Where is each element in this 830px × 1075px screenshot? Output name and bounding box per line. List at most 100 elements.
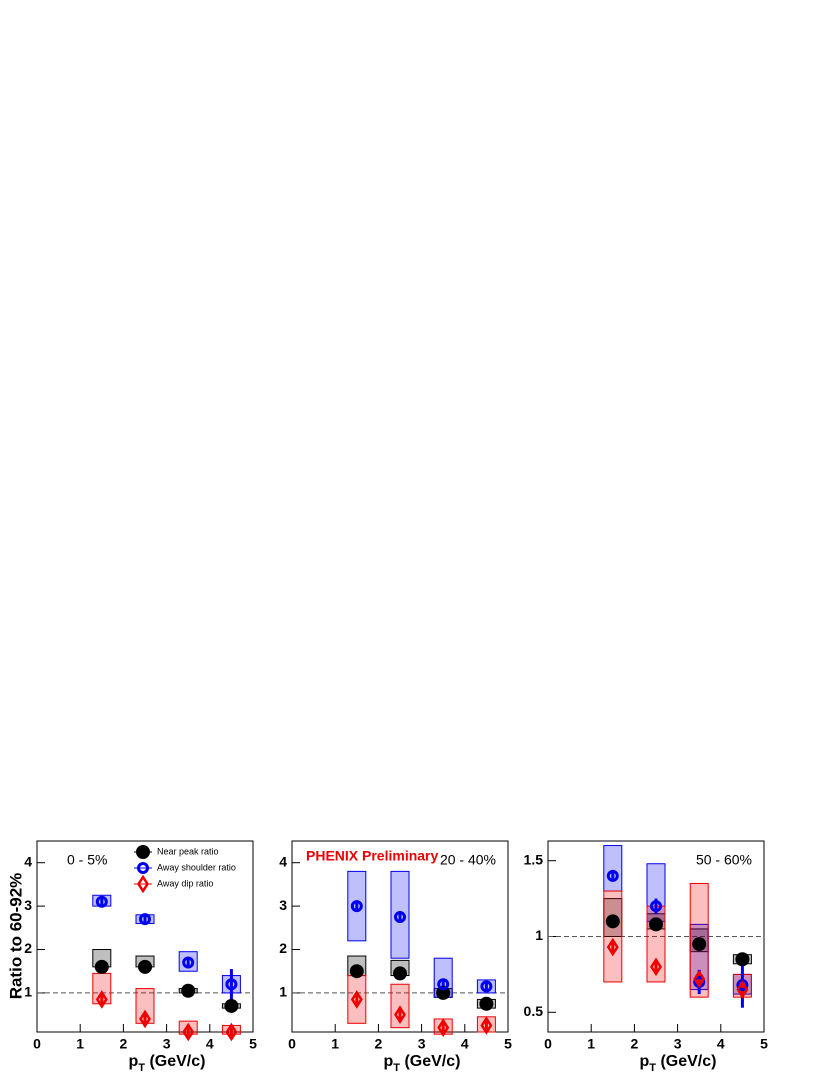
x-tick-label: 4 [206, 1036, 214, 1052]
panel-label: 0 - 5% [67, 852, 107, 868]
marker [225, 1022, 238, 1042]
x-tick-label: 5 [504, 1036, 512, 1052]
y-tick-label: 4 [279, 853, 287, 869]
marker [394, 1005, 406, 1024]
x-axis-label: pT (GeV/c) [640, 1053, 717, 1074]
marker [606, 937, 619, 957]
marker [224, 998, 239, 1013]
marker [650, 900, 662, 913]
marker [436, 985, 451, 1000]
marker [349, 964, 364, 979]
x-axis-label-part: (GeV/c) [145, 1053, 205, 1070]
x-tick-label: 3 [674, 1036, 682, 1052]
sys-box [603, 890, 623, 983]
x-axis-label-part: p [640, 1053, 650, 1070]
marker-layer [94, 895, 239, 1042]
marker [480, 980, 493, 993]
x-tick-label: 1 [76, 1036, 84, 1052]
marker [139, 913, 151, 926]
marker [437, 1018, 450, 1037]
panel-label: 50 - 60% [696, 852, 752, 868]
marker [182, 956, 195, 969]
x-axis-label-part: p [129, 1053, 139, 1070]
x-tick-label: 3 [418, 1036, 426, 1052]
x-tick-label: 2 [375, 1036, 383, 1052]
plot-frame [36, 840, 254, 1033]
marker [394, 910, 406, 923]
legend-marker [137, 862, 149, 874]
marker [605, 914, 620, 929]
x-tick-label: 5 [249, 1036, 257, 1052]
marker [350, 990, 363, 1009]
x-axis-label-part: T [649, 1062, 656, 1074]
y-tick-label: 1 [279, 984, 287, 1000]
sys-layer [92, 894, 241, 1035]
marker [95, 990, 108, 1009]
legend-label: Away dip ratio [157, 878, 213, 888]
marker [649, 917, 663, 932]
y-tick-label: 1 [535, 927, 543, 943]
y-tick-label: 1.5 [524, 851, 544, 867]
y-tick-label: 1 [24, 984, 32, 1000]
marker [225, 978, 238, 991]
error-layer [355, 901, 488, 1032]
x-tick-label: 1 [331, 1036, 339, 1052]
sys-layer [603, 845, 752, 998]
x-axis-label-part: p [384, 1053, 394, 1070]
marker [181, 983, 196, 998]
marker [692, 937, 707, 952]
x-tick-label: 2 [631, 1036, 639, 1052]
marker-layer [605, 869, 750, 999]
marker [693, 969, 706, 989]
legend-marker [136, 845, 150, 859]
y-tick-label: 0.5 [524, 1003, 544, 1019]
x-tick-label: 2 [120, 1036, 128, 1052]
marker-layer [349, 900, 494, 1037]
marker [139, 1009, 151, 1029]
y-axis-label: Ratio to 60-92% [6, 873, 25, 1000]
x-tick-label: 0 [288, 1036, 296, 1052]
y-tick-label: 2 [24, 940, 32, 956]
x-tick-label: 5 [760, 1036, 768, 1052]
x-axis-label-part: T [138, 1062, 145, 1074]
legend-marker [137, 874, 149, 894]
x-axis-label-part: (GeV/c) [400, 1053, 460, 1070]
marker [480, 1016, 493, 1035]
y-tick-label: 3 [279, 897, 287, 913]
y-tick-label: 4 [24, 853, 32, 869]
marker [606, 869, 619, 882]
marker [393, 966, 407, 981]
error-layer [611, 872, 744, 1008]
y-tick-label: 2 [279, 940, 287, 956]
marker [138, 959, 152, 974]
error-layer [100, 898, 233, 1037]
x-tick-label: 3 [163, 1036, 171, 1052]
x-tick-label: 4 [461, 1036, 469, 1052]
marker [736, 980, 749, 999]
marker [94, 959, 109, 974]
marker [350, 900, 363, 913]
legend-label: Away shoulder ratio [157, 862, 236, 872]
x-axis-label-part: (GeV/c) [656, 1053, 716, 1070]
y-tick-label: 3 [24, 897, 32, 913]
x-axis-label: pT (GeV/c) [384, 1053, 461, 1074]
x-axis-label: pT (GeV/c) [129, 1053, 206, 1074]
marker [735, 952, 750, 967]
marker [437, 978, 450, 991]
x-tick-label: 4 [717, 1036, 725, 1052]
marker [479, 996, 494, 1011]
marker [650, 957, 662, 977]
marker [95, 895, 108, 908]
x-tick-label: 0 [33, 1036, 41, 1052]
sys-layer [347, 870, 496, 1035]
sys-box [603, 845, 623, 892]
x-axis-label-part: T [393, 1062, 400, 1074]
x-tick-label: 0 [544, 1036, 552, 1052]
legend-label: Near peak ratio [157, 846, 219, 856]
plot-frame [291, 840, 509, 1033]
annotation: PHENIX Preliminary [306, 848, 438, 864]
marker [182, 1022, 195, 1042]
panel-label: 20 - 40% [440, 852, 496, 868]
